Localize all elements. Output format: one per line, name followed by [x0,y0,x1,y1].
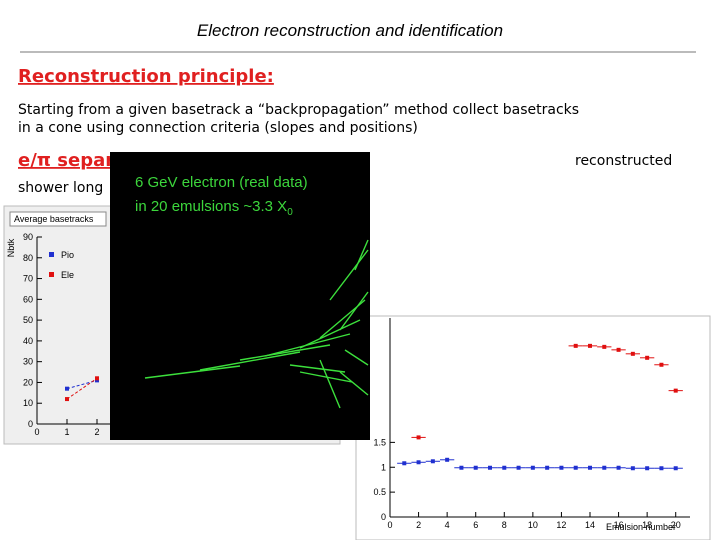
data-point [630,466,635,471]
data-point [445,457,450,462]
chart-title: Average basetracks [14,214,94,224]
legend-swatch [49,272,54,277]
data-point [502,465,507,470]
x-tick-label: 2 [94,427,99,437]
data-point [645,355,650,360]
x-tick-label: 0 [34,427,39,437]
data-point [588,343,592,348]
tracks [144,239,369,409]
x-tick-label: 10 [528,520,538,530]
data-point [602,344,607,349]
body-line: Starting from a given basetrack a “backp… [18,102,579,118]
data-point [459,465,464,470]
legend-label: Pio [61,250,74,260]
series-line [66,377,98,400]
data-point [630,351,635,356]
overlay: 6 GeV electron (real data) in 20 emulsio… [110,152,370,440]
overlay-text: in 20 emulsions ~3.3 X [135,198,287,215]
overlay-box [110,152,370,440]
x-tick-label: 20 [671,520,681,530]
x-tick-label: 18 [642,520,652,530]
x-tick-label: 0 [387,520,392,530]
y-tick-label: 90 [23,232,33,242]
y-tick-label: 0.5 [373,487,386,497]
data-point [473,465,478,470]
data-point [530,465,535,470]
data-point [402,461,407,466]
chart-title-box [9,211,107,227]
data-point [516,465,521,470]
data-point [616,465,621,470]
x-axis-label: Emulsion number [606,522,676,532]
y-tick-label: 1 [381,462,386,472]
overlay-text: in 20 emulsions ~3.3 X0 [135,198,293,218]
y-tick-label: 10 [23,398,33,408]
y-tick-label: 70 [23,274,33,284]
data-point [673,388,678,393]
right-chart: Emulsion number 0 0.5 1 1.5 0 2 4 6 8 10 12 14 16 18 2… [355,315,711,540]
data-point [430,459,435,464]
data-point [645,466,650,471]
data-point [559,465,564,470]
data-point [65,397,69,402]
body-text: reconstructed [575,153,672,169]
y-tick-label: 30 [23,357,33,367]
data-point [95,376,99,381]
data-point [416,460,421,465]
overlay-subscript: 0 [287,207,293,218]
legend-label: Ele [61,270,74,280]
legend-swatch [49,252,54,257]
x-tick-label: 16 [614,520,624,530]
body-line: in a cone using connection criteria (slo… [18,120,418,136]
data-point [545,465,550,470]
y-tick-label: 40 [23,336,33,346]
data-point [488,465,492,470]
data-point [616,347,621,352]
data-point [602,465,607,470]
y-axis-label: Nbtk [6,238,16,257]
data-point [65,386,69,391]
x-tick-label: 6 [473,520,478,530]
x-tick-label: 1 [64,427,69,437]
x-tick-label: 8 [502,520,507,530]
x-tick-label: 12 [556,520,566,530]
x-tick-label: 14 [585,520,595,530]
overlay-text: 6 GeV electron (real data) [135,174,308,191]
body-text: shower long [18,180,103,196]
y-tick-label: 0 [28,419,33,429]
data-point [573,465,578,470]
data-point [673,466,678,471]
y-tick-label: 20 [23,377,33,387]
section-heading: Reconstruction principle: [18,66,274,87]
y-tick-label: 80 [23,253,33,263]
data-point [588,465,592,470]
y-tick-label: 50 [23,315,33,325]
x-tick-label: 2 [416,520,421,530]
x-tick-label: 4 [445,520,450,530]
chart-panel [355,315,711,540]
y-tick-label: 60 [23,294,33,304]
data-point [659,362,664,367]
data-point [416,435,421,440]
slide-title: Electron reconstruction and identificati… [197,21,503,40]
data-point [95,378,99,383]
data-point [659,466,664,471]
y-tick-label: 1.5 [373,437,386,447]
data-point [573,343,578,348]
y-tick-label: 0 [381,512,386,522]
